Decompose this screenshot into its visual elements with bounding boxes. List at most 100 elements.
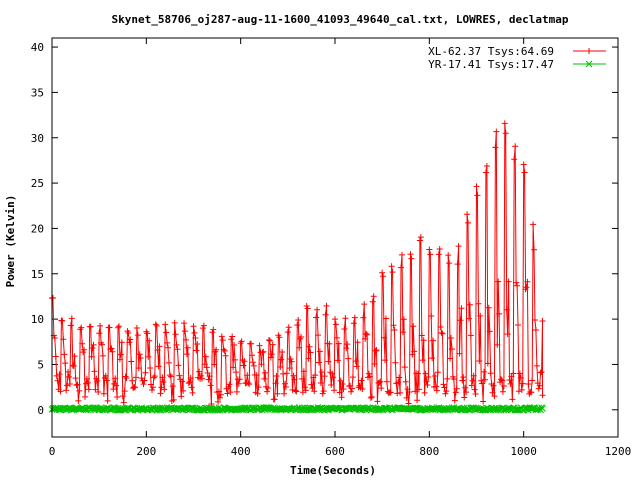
data-point — [531, 246, 538, 253]
data-point — [244, 372, 251, 379]
data-point — [102, 372, 109, 379]
data-point — [114, 406, 122, 414]
x-tick-label: 800 — [419, 445, 439, 458]
data-point — [501, 120, 508, 127]
data-point — [505, 278, 512, 285]
data-point — [322, 311, 329, 318]
data-point — [163, 329, 170, 336]
data-point — [537, 369, 544, 376]
data-point — [183, 351, 190, 358]
data-point — [221, 347, 228, 354]
data-point — [378, 385, 385, 392]
data-point — [296, 344, 303, 351]
series-xl-line — [51, 123, 543, 405]
data-point — [73, 382, 80, 389]
data-point — [291, 376, 298, 383]
data-point — [273, 373, 280, 380]
data-point — [461, 394, 468, 401]
data-point — [499, 388, 506, 395]
data-point — [265, 385, 272, 392]
data-point — [528, 389, 535, 396]
data-point — [336, 389, 343, 396]
data-point — [259, 349, 266, 356]
data-point — [464, 211, 471, 218]
data-point — [233, 388, 240, 395]
data-point — [423, 378, 430, 385]
data-point — [383, 378, 390, 385]
data-point — [283, 370, 290, 377]
data-point — [398, 264, 405, 271]
data-point — [456, 350, 463, 357]
data-point — [340, 386, 347, 393]
data-point — [468, 382, 475, 389]
data-point — [451, 397, 458, 404]
data-point — [338, 394, 345, 401]
data-point — [189, 389, 196, 396]
legend-label: XL-62.37 Tsys:64.69 — [428, 45, 554, 58]
data-point — [227, 389, 234, 396]
data-point — [236, 376, 243, 383]
data-point — [193, 347, 200, 354]
data-point — [294, 321, 301, 328]
data-point — [480, 398, 487, 405]
y-tick-label: 20 — [31, 222, 44, 235]
data-point — [162, 321, 169, 328]
x-axis-label: Time(Seconds) — [290, 464, 376, 477]
data-point — [367, 394, 374, 401]
x-tick-label: 600 — [325, 445, 345, 458]
data-point — [422, 370, 429, 377]
data-point — [249, 359, 256, 366]
data-point — [392, 359, 399, 366]
data-point — [360, 314, 367, 321]
x-tick-label: 1000 — [510, 445, 537, 458]
data-point — [135, 365, 142, 372]
data-point — [349, 374, 356, 381]
data-point — [519, 380, 526, 387]
data-point — [230, 364, 237, 371]
data-point — [506, 376, 513, 383]
chart-title: Skynet_58706_oj287-aug-11-1600_41093_496… — [112, 13, 569, 26]
data-point — [399, 329, 406, 336]
data-point — [465, 219, 472, 226]
data-point — [536, 382, 543, 389]
data-point — [498, 377, 505, 384]
data-point — [376, 379, 383, 386]
data-point — [284, 329, 291, 336]
data-point — [240, 362, 247, 369]
data-point — [110, 386, 117, 393]
data-point — [196, 368, 203, 375]
data-point — [371, 360, 378, 367]
data-point — [315, 359, 322, 366]
data-point — [466, 301, 473, 308]
data-point — [452, 389, 459, 396]
data-point — [144, 330, 151, 337]
data-point — [332, 316, 338, 323]
data-point — [514, 282, 521, 289]
data-point — [415, 370, 422, 377]
data-point — [412, 388, 419, 395]
data-point — [181, 320, 188, 327]
data-point — [504, 331, 511, 338]
data-point — [427, 251, 434, 258]
data-point — [122, 373, 129, 380]
data-point — [126, 339, 133, 346]
data-point — [303, 303, 310, 310]
data-point — [433, 387, 440, 394]
data-point — [161, 386, 168, 393]
data-point — [173, 341, 180, 348]
data-point — [440, 381, 447, 388]
data-point — [434, 369, 441, 376]
data-point — [459, 377, 466, 384]
data-point — [348, 388, 355, 395]
data-point — [469, 377, 476, 384]
data-point — [186, 378, 193, 385]
data-point — [277, 363, 284, 370]
data-point — [90, 341, 97, 348]
data-point — [405, 400, 412, 407]
data-point — [478, 377, 485, 384]
data-point — [99, 352, 106, 359]
data-point — [295, 317, 302, 324]
data-point — [85, 386, 92, 393]
data-point — [344, 341, 351, 348]
data-point — [326, 340, 333, 347]
